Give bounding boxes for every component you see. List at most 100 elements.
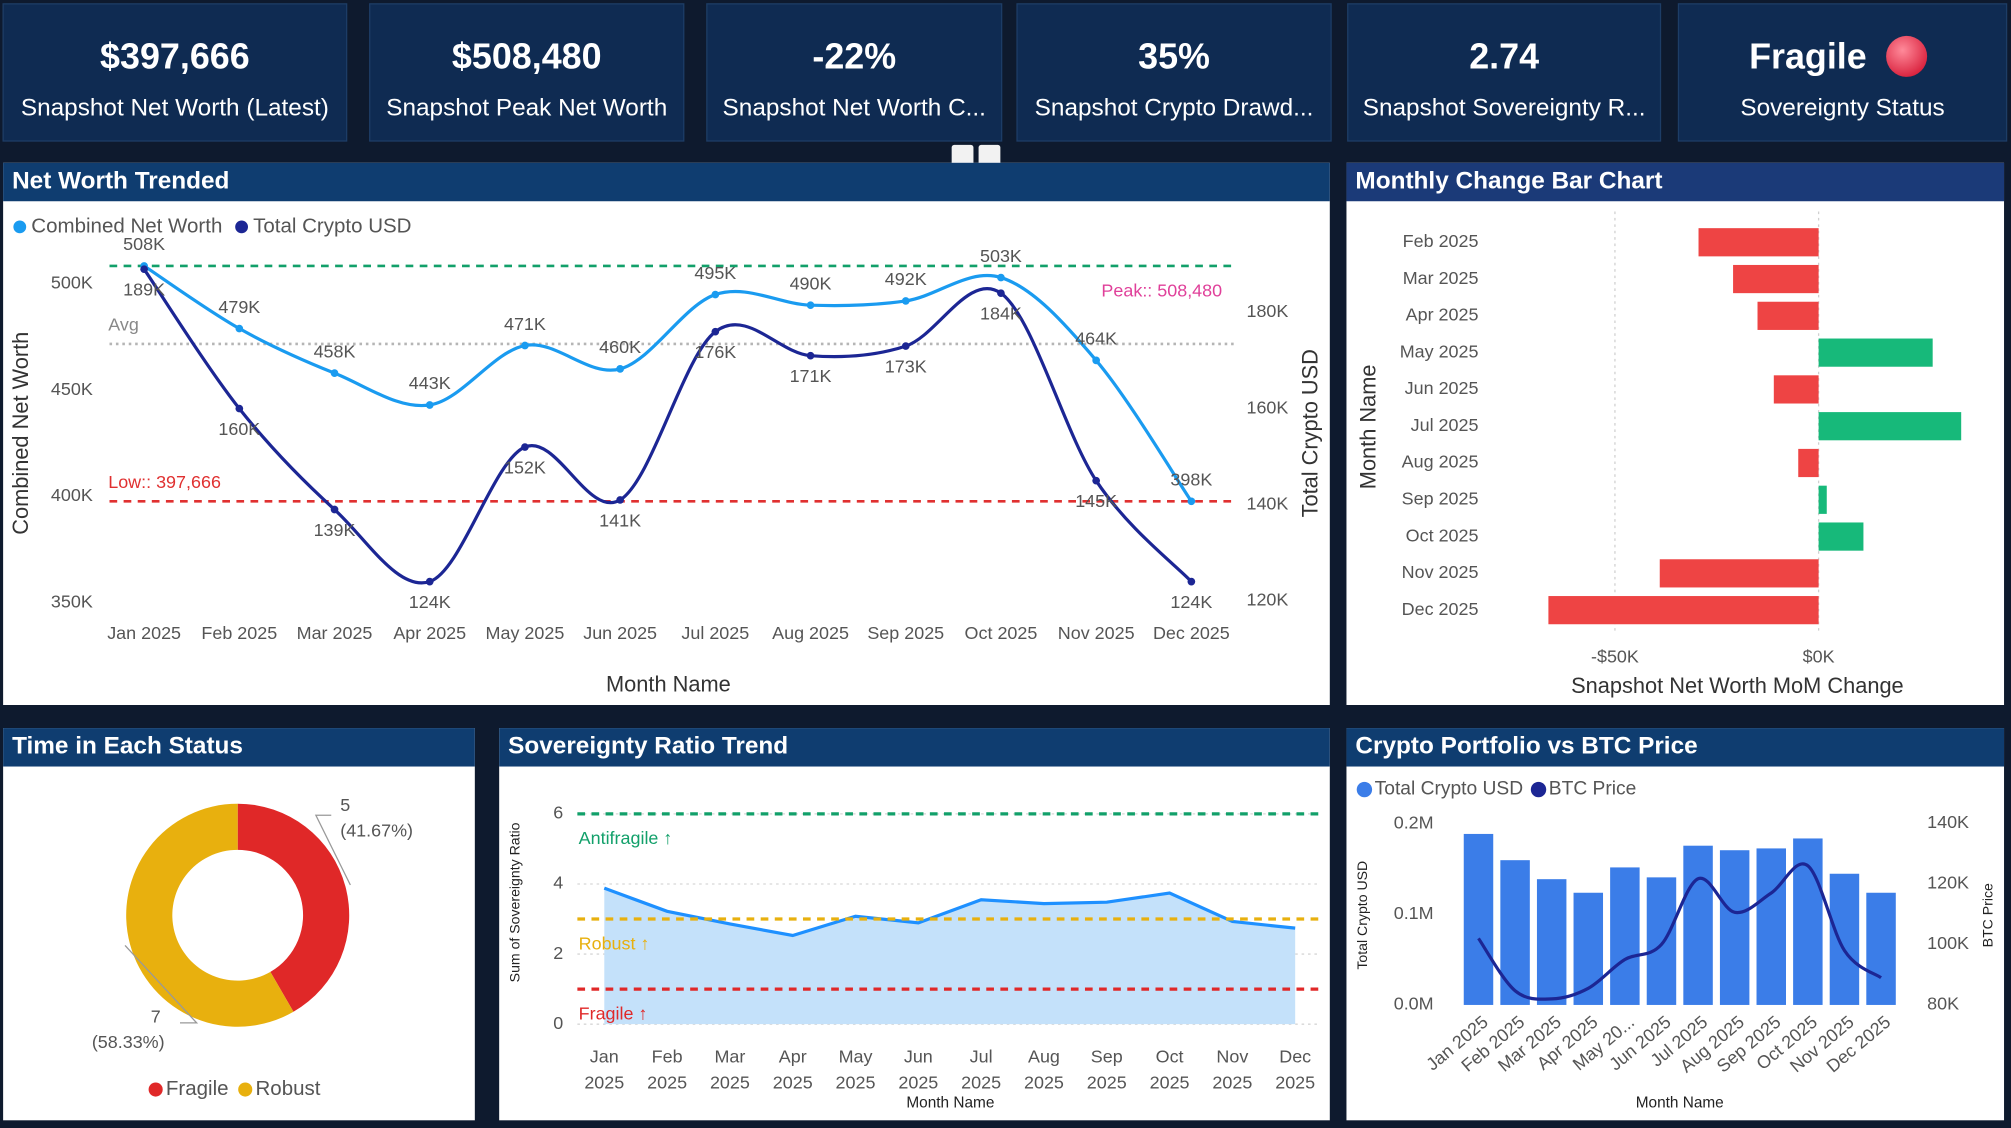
data-point <box>901 342 910 350</box>
data-label: 139K <box>314 520 356 540</box>
data-point <box>330 369 339 377</box>
legend-marker <box>238 1082 253 1097</box>
data-label: 490K <box>790 273 832 293</box>
series-line <box>603 886 1296 938</box>
percent-label: (41.67%) <box>340 821 413 841</box>
y2-tick-label: 100K <box>1927 933 1969 953</box>
bar <box>1548 596 1819 625</box>
bar <box>1818 412 1962 441</box>
kpi-label: Snapshot Peak Net Worth <box>386 94 667 121</box>
series-line <box>142 268 1193 585</box>
x-tick-label-box: Sep 2025 <box>1087 1046 1127 1092</box>
x-tick-label: Apr 2025 <box>772 1045 813 1093</box>
data-label: 173K <box>885 357 927 377</box>
panel-title: Crypto Portfolio vs BTC Price <box>1355 733 1697 760</box>
data-label: 124K <box>1170 592 1212 612</box>
kpi-card <box>706 3 1003 142</box>
legend-marker <box>148 1082 163 1097</box>
panel-title: Sovereignty Ratio Trend <box>508 733 788 760</box>
kpi-label: Sovereignty Status <box>1740 94 1944 121</box>
leader-line <box>314 814 351 886</box>
bar <box>1698 228 1819 257</box>
donut-slice <box>237 803 350 1012</box>
data-point <box>1187 577 1196 586</box>
legend-label: Combined Net Worth <box>31 214 222 237</box>
filter-icon[interactable] <box>951 144 974 166</box>
x-tick-label-box: Mar 2025 <box>710 1046 750 1092</box>
y-tick-label: 0.2M <box>1394 813 1434 833</box>
data-label: 124K <box>409 592 451 612</box>
x-tick-label: Feb 2025 <box>647 1045 688 1093</box>
data-label: 145K <box>1075 491 1117 511</box>
more-icon[interactable] <box>978 144 1001 166</box>
x-tick-label: Oct 2025 <box>1149 1045 1190 1093</box>
x-tick-label: Apr 2025 <box>393 623 466 643</box>
x-tick-label: Aug 2025 <box>1023 1045 1064 1093</box>
x-tick-label-box: Feb 2025 <box>647 1045 688 1093</box>
data-label: 5 <box>340 795 350 815</box>
legend-marker <box>1530 781 1547 798</box>
y-tick-label: Dec 2025 <box>1402 599 1479 619</box>
y-tick-label: Apr 2025 <box>1406 305 1479 325</box>
x-tick-label: May 2025 <box>486 623 565 643</box>
data-label: 460K <box>599 337 641 357</box>
bar <box>1500 860 1530 1005</box>
y2-tick-label: 160K <box>1246 397 1288 417</box>
data-point <box>806 351 815 360</box>
x-tick-label-box: Jul 2025 <box>961 1046 1001 1092</box>
bar <box>1818 338 1933 367</box>
y2-tick-label: 80K <box>1927 994 1959 1014</box>
y-axis-title: Total Crypto USD <box>1354 861 1370 970</box>
x-tick-label: Mar 2025 <box>297 623 373 643</box>
data-point <box>1092 476 1101 485</box>
data-point <box>616 365 624 373</box>
data-label: 471K <box>504 314 546 334</box>
x-tick-label: -$50K <box>1591 646 1639 666</box>
y-tick-label: 0.0M <box>1394 994 1434 1014</box>
y2-axis-title: Total Crypto USD <box>1298 349 1323 517</box>
status-dot <box>1886 35 1928 77</box>
bar <box>1536 879 1567 1005</box>
bar <box>1610 867 1640 1005</box>
legend-marker <box>1356 781 1373 798</box>
x-tick-label: Jan 2025 <box>107 623 181 643</box>
y-axis-title: Month Name <box>1355 364 1380 489</box>
data-point <box>616 496 624 504</box>
y-tick-label: 4 <box>553 873 563 893</box>
kpi-value: -22% <box>812 36 896 76</box>
bar <box>1818 485 1827 514</box>
y2-tick-label: 120K <box>1246 590 1288 610</box>
panel <box>3 162 1330 706</box>
y-tick-label: Aug 2025 <box>1402 452 1479 472</box>
x-tick-label-box: May 2025 <box>836 1046 876 1092</box>
x-tick-label: Aug 2025 <box>772 623 849 643</box>
data-label: 152K <box>504 458 546 478</box>
reference-label: Low:: 397,666 <box>108 472 221 492</box>
panel <box>3 728 475 1121</box>
series-line <box>1477 862 1883 1001</box>
y2-tick-label: 180K <box>1246 301 1288 321</box>
x-tick-label-box: Jan 2025 <box>584 1046 624 1092</box>
kpi-value: 35% <box>1138 36 1210 76</box>
data-label: 7 <box>151 1006 161 1026</box>
x-tick-label: Jul 2025 <box>681 623 749 643</box>
data-point <box>521 443 529 451</box>
y-tick-label: Oct 2025 <box>1406 525 1479 545</box>
bar <box>1756 848 1786 1005</box>
bar <box>1719 850 1750 1005</box>
x-tick-label: Feb 2025 <box>201 623 277 643</box>
data-label: 443K <box>409 373 451 393</box>
y-tick-label: Mar 2025 <box>1403 268 1479 288</box>
bar <box>1798 448 1819 478</box>
data-label: 464K <box>1075 329 1117 349</box>
data-point <box>330 505 339 514</box>
data-label: 184K <box>980 304 1022 324</box>
y-tick-label: 0.1M <box>1394 903 1434 923</box>
x-axis-title: Month Name <box>606 672 731 697</box>
kpi-value: $508,480 <box>452 36 602 76</box>
y-tick-label: Jun 2025 <box>1405 378 1479 398</box>
data-point <box>997 289 1005 298</box>
y2-tick-label: 140K <box>1246 493 1288 513</box>
bar <box>1829 873 1860 1005</box>
